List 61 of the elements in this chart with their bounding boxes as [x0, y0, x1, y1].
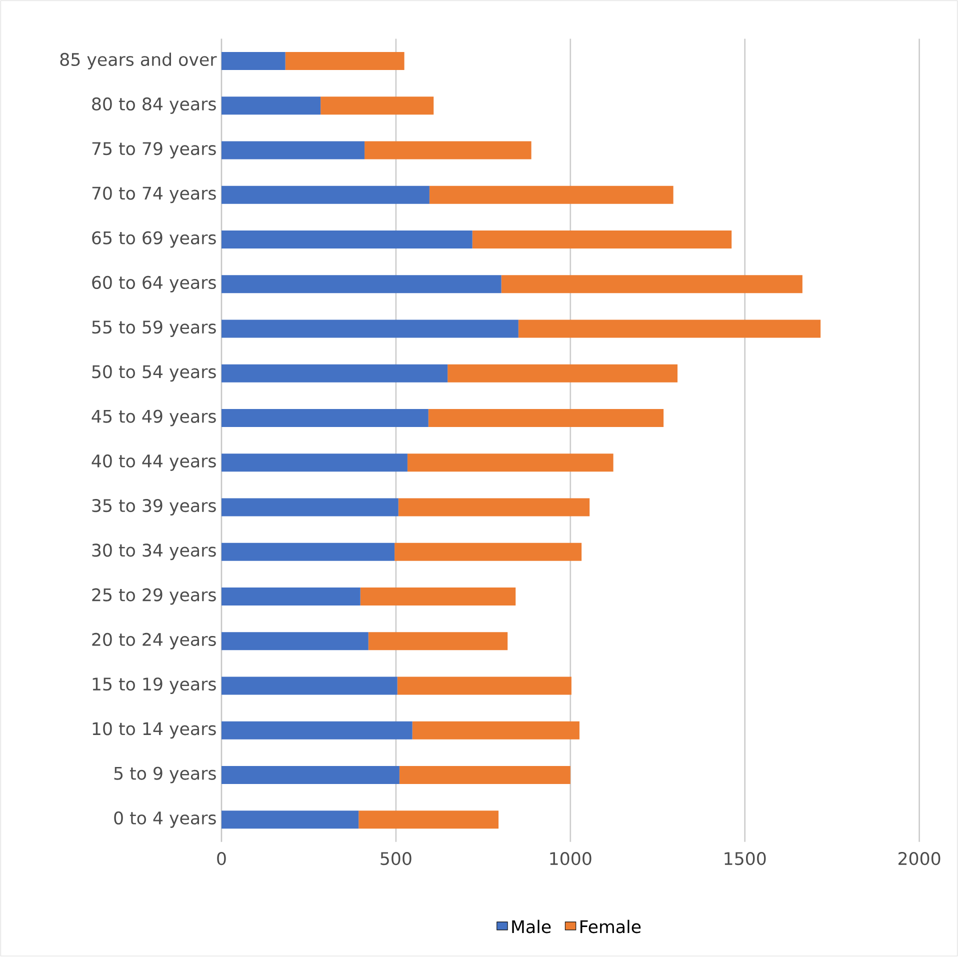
bar: [221, 810, 359, 829]
y-tick-label: 30 to 34 years: [92, 544, 216, 560]
bar: [221, 230, 472, 249]
bar: [221, 722, 412, 740]
y-tick-label: 10 to 14 years: [92, 722, 216, 739]
y-tick-label: 45 to 49 years: [92, 410, 216, 426]
bar: [221, 96, 321, 115]
y-tick-label: 25 to 29 years: [92, 588, 216, 605]
bar: [221, 588, 360, 606]
bar: [394, 543, 582, 562]
bar: [221, 186, 430, 204]
bar: [221, 543, 395, 562]
y-tick-label: 20 to 24 years: [92, 633, 216, 650]
bar: [398, 498, 590, 516]
bar: [399, 766, 570, 784]
bar: [360, 588, 516, 606]
bar: [221, 498, 398, 516]
x-tick-label: 1500: [724, 852, 766, 866]
y-tick-label: 70 to 74 years: [92, 186, 216, 204]
y-tick-label: 80 to 84 years: [92, 98, 216, 114]
y-tick-label: 50 to 54 years: [92, 365, 216, 382]
bar: [221, 275, 502, 294]
x-tick-label: 2000: [898, 852, 940, 866]
bar: [412, 722, 580, 740]
y-tick-label: 60 to 64 years: [92, 276, 216, 293]
bar: [407, 454, 614, 472]
y-tick-label: 75 to 79 years: [92, 142, 216, 159]
bar: [221, 141, 365, 160]
y-tick-label: 55 to 59 years: [92, 320, 216, 338]
bar: [221, 766, 400, 784]
bar: [221, 364, 448, 383]
bar: [221, 320, 518, 338]
x-tick-label: 500: [380, 852, 412, 866]
bar: [472, 230, 732, 249]
bar: [501, 275, 802, 294]
bar: [368, 632, 508, 650]
bar: [428, 409, 664, 428]
y-tick-label: 15 to 19 years: [92, 678, 216, 694]
bar: [320, 96, 434, 115]
bar: [364, 141, 532, 160]
bar: [221, 454, 408, 472]
bar: [429, 186, 674, 204]
bar: [221, 52, 286, 70]
y-tick-label: 35 to 39 years: [92, 499, 216, 516]
y-tick-label: 5 to 9 years: [114, 766, 216, 784]
x-tick-label: 0: [217, 852, 226, 866]
y-tick-label: 40 to 44 years: [92, 454, 216, 472]
bar: [448, 364, 678, 383]
bar: [285, 52, 404, 70]
x-tick-label: 1000: [550, 852, 592, 866]
bar: [518, 320, 821, 338]
y-tick-label: 85 years and over: [60, 52, 217, 70]
y-tick-label: 0 to 4 years: [114, 812, 216, 828]
y-tick-label: 65 to 69 years: [92, 231, 216, 248]
bar: [221, 409, 428, 428]
bar: [397, 676, 572, 695]
bar: [221, 676, 398, 695]
legend-label: Male: [512, 920, 551, 934]
bar: [221, 632, 368, 650]
legend-label: Female: [580, 920, 641, 934]
bar: [358, 810, 499, 829]
